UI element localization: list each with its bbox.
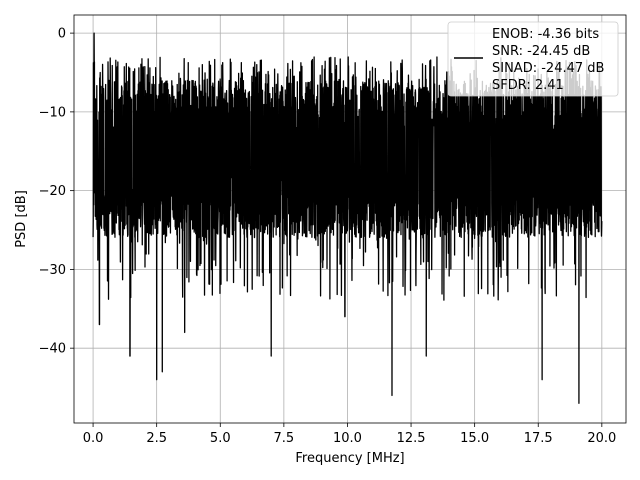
y-tick-label: −10 xyxy=(39,105,66,120)
x-tick-label: 7.5 xyxy=(274,431,295,446)
y-ticks: 0 −10 −20 −30 −40 xyxy=(39,27,74,357)
y-tick-label: 0 xyxy=(58,27,66,42)
y-tick-label: −20 xyxy=(39,184,66,199)
legend-box xyxy=(447,21,619,97)
y-tick-label: −40 xyxy=(39,342,66,357)
psd-series-line xyxy=(92,32,603,404)
psd-series xyxy=(92,32,603,404)
y-tick-label: −30 xyxy=(39,263,66,278)
legend: ENOB: -4.36 bits SNR: -24.45 dB SINAD: -… xyxy=(447,21,619,97)
x-ticks: 0.0 2.5 5.0 7.5 10.0 12.5 15.0 17.5 20.0 xyxy=(83,423,616,446)
legend-snr: SNR: -24.45 dB xyxy=(492,44,590,59)
plot-frame xyxy=(73,14,627,424)
x-axis-label: Frequency [MHz] xyxy=(295,451,404,466)
x-tick-label: 0.0 xyxy=(83,431,104,446)
x-tick-label: 17.5 xyxy=(524,431,553,446)
x-tick-label: 15.0 xyxy=(460,431,489,446)
x-tick-label: 12.5 xyxy=(397,431,426,446)
x-tick-label: 2.5 xyxy=(146,431,167,446)
legend-enob: ENOB: -4.36 bits xyxy=(492,27,599,42)
legend-sinad: SINAD: -24.47 dB xyxy=(492,61,604,76)
x-tick-label: 10.0 xyxy=(333,431,362,446)
legend-sfdr: SFDR: 2.41 xyxy=(492,78,564,93)
x-tick-label: 5.0 xyxy=(210,431,231,446)
y-axis-label: PSD [dB] xyxy=(14,190,29,248)
x-tick-label: 20.0 xyxy=(587,431,616,446)
